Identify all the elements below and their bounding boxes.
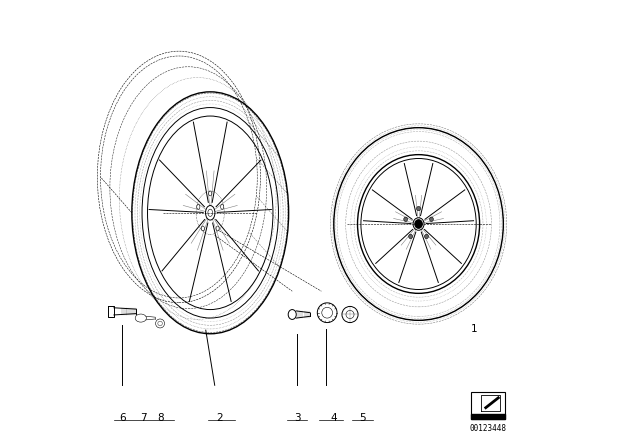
Ellipse shape (429, 217, 433, 221)
Ellipse shape (404, 217, 408, 221)
Text: 5: 5 (359, 413, 366, 422)
Text: 8: 8 (157, 413, 164, 422)
Ellipse shape (417, 207, 420, 211)
Ellipse shape (409, 234, 413, 239)
Text: 2: 2 (216, 413, 223, 422)
Ellipse shape (424, 234, 428, 239)
Ellipse shape (415, 220, 422, 228)
Text: 1: 1 (471, 324, 478, 334)
Polygon shape (481, 395, 500, 411)
Polygon shape (471, 414, 505, 419)
Text: 6: 6 (120, 413, 126, 422)
Text: 4: 4 (330, 413, 337, 422)
Text: 3: 3 (294, 413, 301, 422)
Text: 00123448: 00123448 (470, 424, 506, 433)
Text: 7: 7 (140, 413, 147, 422)
